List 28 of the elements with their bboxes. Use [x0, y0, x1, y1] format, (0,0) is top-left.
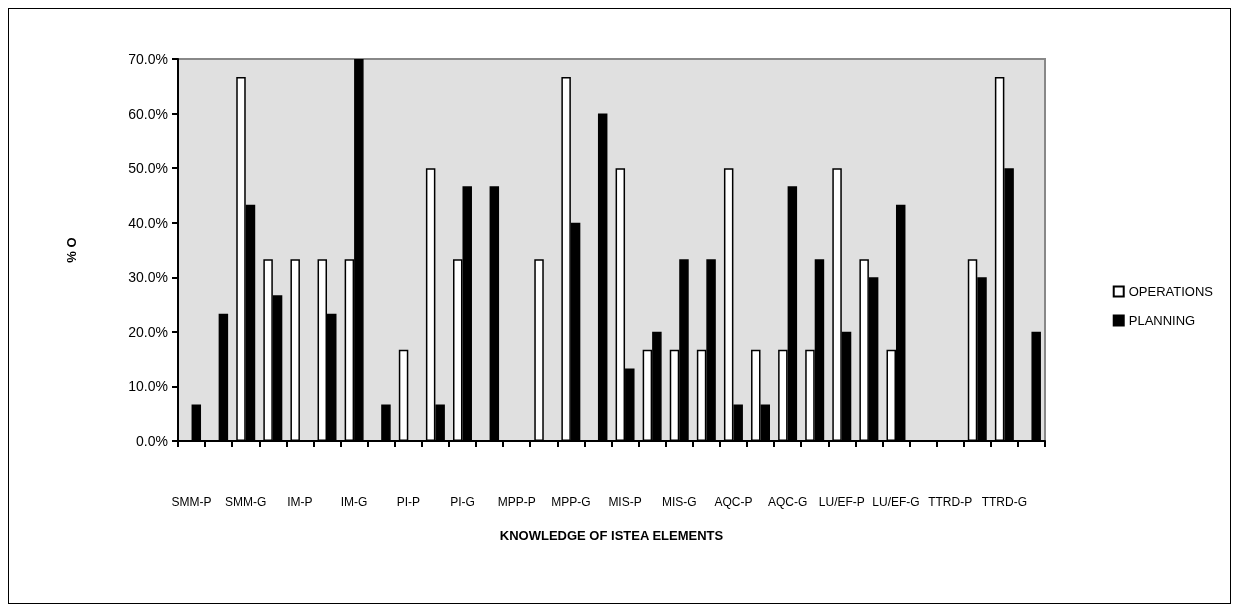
y-tick-label: 30.0% — [128, 269, 168, 286]
y-tick-label: 50.0% — [128, 160, 168, 177]
x-tick-label: MPP-P — [497, 495, 536, 509]
x-tick-label: PI-G — [450, 495, 475, 509]
x-tick-label: LU/EF-P — [818, 495, 865, 509]
x-axis-title: KNOWLEDGE OF ISTEA ELEMENTS — [499, 528, 724, 543]
x-tick-label: SMM-P — [171, 495, 212, 509]
x-tick-label: MIS-G — [661, 495, 697, 509]
y-tick-label: 60.0% — [128, 105, 168, 122]
legend-label: PLANNING — [1128, 313, 1196, 328]
x-tick-label: MPP-G — [551, 495, 591, 509]
x-tick-label: PI-P — [396, 495, 420, 509]
x-tick-label: IM-G — [340, 495, 368, 509]
y-tick-label: 0.0% — [136, 433, 168, 449]
x-tick-label: TTRD-P — [928, 495, 973, 509]
x-tick-label: IM-P — [287, 495, 313, 509]
y-tick-label: 20.0% — [128, 323, 168, 340]
y-tick-label: 70.0% — [128, 51, 168, 67]
legend-label: OPERATIONS — [1128, 284, 1214, 299]
y-axis-title: % O — [64, 237, 79, 263]
y-tick-label: 40.0% — [128, 214, 168, 231]
x-tick-label: LU/EF-G — [872, 495, 920, 509]
x-tick-label: AQC-P — [714, 495, 753, 509]
x-tick-label: MIS-P — [608, 495, 642, 509]
y-tick-label: 10.0% — [128, 378, 168, 395]
x-tick-label: AQC-G — [767, 495, 808, 509]
x-tick-label: SMM-G — [225, 495, 267, 509]
x-tick-label: TTRD-G — [981, 495, 1028, 509]
